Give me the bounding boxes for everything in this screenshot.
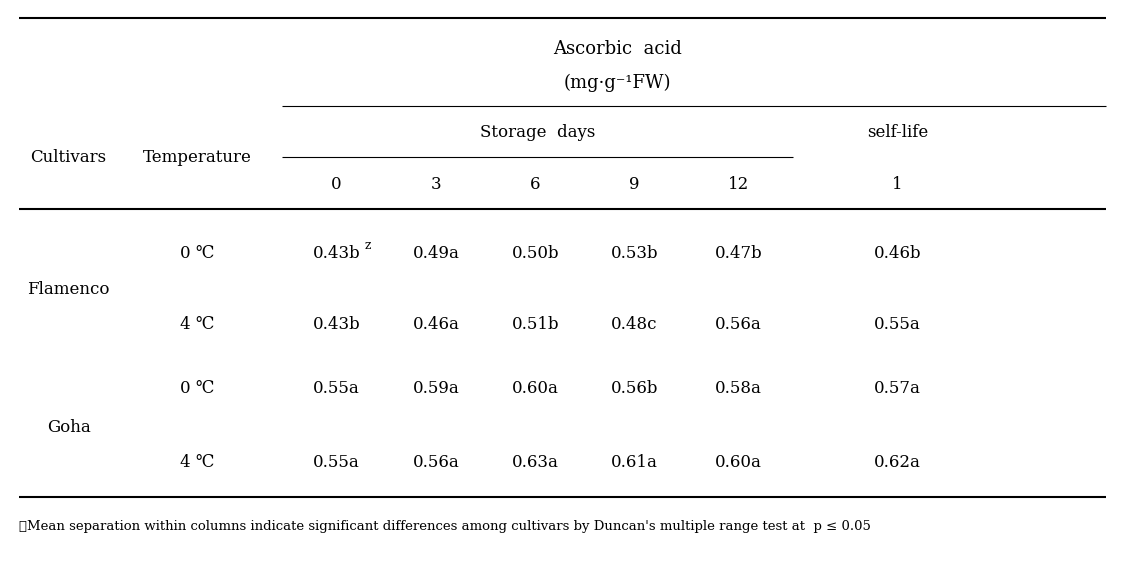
Text: 0.55a: 0.55a (313, 380, 360, 397)
Text: 1: 1 (892, 176, 903, 193)
Text: Ascorbic  acid: Ascorbic acid (553, 40, 681, 58)
Text: 0.62a: 0.62a (874, 454, 921, 471)
Text: 9: 9 (629, 176, 640, 193)
Text: 0.51b: 0.51b (511, 316, 558, 333)
Text: ᵺMean separation within columns indicate significant differences among cultivars: ᵺMean separation within columns indicate… (19, 520, 870, 533)
Text: 0.43b: 0.43b (313, 245, 360, 262)
Text: 0.56b: 0.56b (610, 380, 659, 397)
Text: self-life: self-life (867, 124, 928, 141)
Text: 0.48c: 0.48c (611, 316, 658, 333)
Text: Goha: Goha (47, 419, 90, 436)
Text: 0.46a: 0.46a (412, 316, 459, 333)
Text: 0.58a: 0.58a (715, 380, 762, 397)
Text: 12: 12 (729, 176, 749, 193)
Text: 0.46b: 0.46b (874, 245, 921, 262)
Text: 0.55a: 0.55a (874, 316, 921, 333)
Text: 0.60a: 0.60a (715, 454, 762, 471)
Text: 0.61a: 0.61a (611, 454, 658, 471)
Text: 0.60a: 0.60a (512, 380, 558, 397)
Text: 0.59a: 0.59a (412, 380, 459, 397)
Text: 0.47b: 0.47b (715, 245, 762, 262)
Text: (mg·g⁻¹FW): (mg·g⁻¹FW) (563, 74, 671, 92)
Text: 0.43b: 0.43b (313, 316, 360, 333)
Text: 0.55a: 0.55a (313, 454, 360, 471)
Text: 0.50b: 0.50b (511, 245, 558, 262)
Text: 6: 6 (530, 176, 540, 193)
Text: 0.53b: 0.53b (610, 245, 659, 262)
Text: Temperature: Temperature (143, 149, 252, 166)
Text: 0 ℃: 0 ℃ (180, 245, 215, 262)
Text: 0: 0 (331, 176, 342, 193)
Text: 4 ℃: 4 ℃ (180, 316, 215, 333)
Text: 3: 3 (430, 176, 441, 193)
Text: Flamenco: Flamenco (27, 281, 110, 298)
Text: Cultivars: Cultivars (30, 149, 107, 166)
Text: z: z (365, 239, 370, 252)
Text: 0.63a: 0.63a (512, 454, 558, 471)
Text: 0 ℃: 0 ℃ (180, 380, 215, 397)
Text: 0.49a: 0.49a (412, 245, 459, 262)
Text: 0.57a: 0.57a (874, 380, 921, 397)
Text: Storage  days: Storage days (480, 124, 596, 141)
Text: 0.56a: 0.56a (412, 454, 459, 471)
Text: 4 ℃: 4 ℃ (180, 454, 215, 471)
Text: 0.56a: 0.56a (715, 316, 762, 333)
